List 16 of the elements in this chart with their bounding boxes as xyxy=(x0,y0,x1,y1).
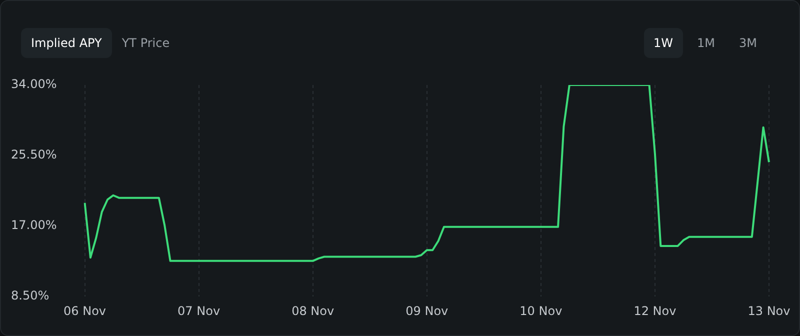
chart-title: Implied APY xyxy=(21,28,112,58)
y-tick-label: 17.00% xyxy=(11,218,57,232)
x-tick-label: 09 Nov xyxy=(406,304,448,318)
text: 1M xyxy=(696,35,716,52)
x-tick-label: 10 Nov xyxy=(520,304,562,318)
x-tick-label: 08 Nov xyxy=(292,304,334,318)
y-tick-label: 25.50% xyxy=(11,148,57,162)
x-tick-label: 12 Nov xyxy=(634,304,676,318)
text: 1W xyxy=(644,28,683,58)
y-tick-label: 8.50% xyxy=(11,288,50,303)
y-tick-label: 34.00% xyxy=(11,77,57,92)
x-tick-label: 13 Nov xyxy=(748,304,790,318)
x-tick-label: 07 Nov xyxy=(178,304,220,318)
x-tick-label: 06 Nov xyxy=(64,304,106,318)
text: YT Price xyxy=(120,35,171,52)
text: 3M xyxy=(738,35,758,52)
